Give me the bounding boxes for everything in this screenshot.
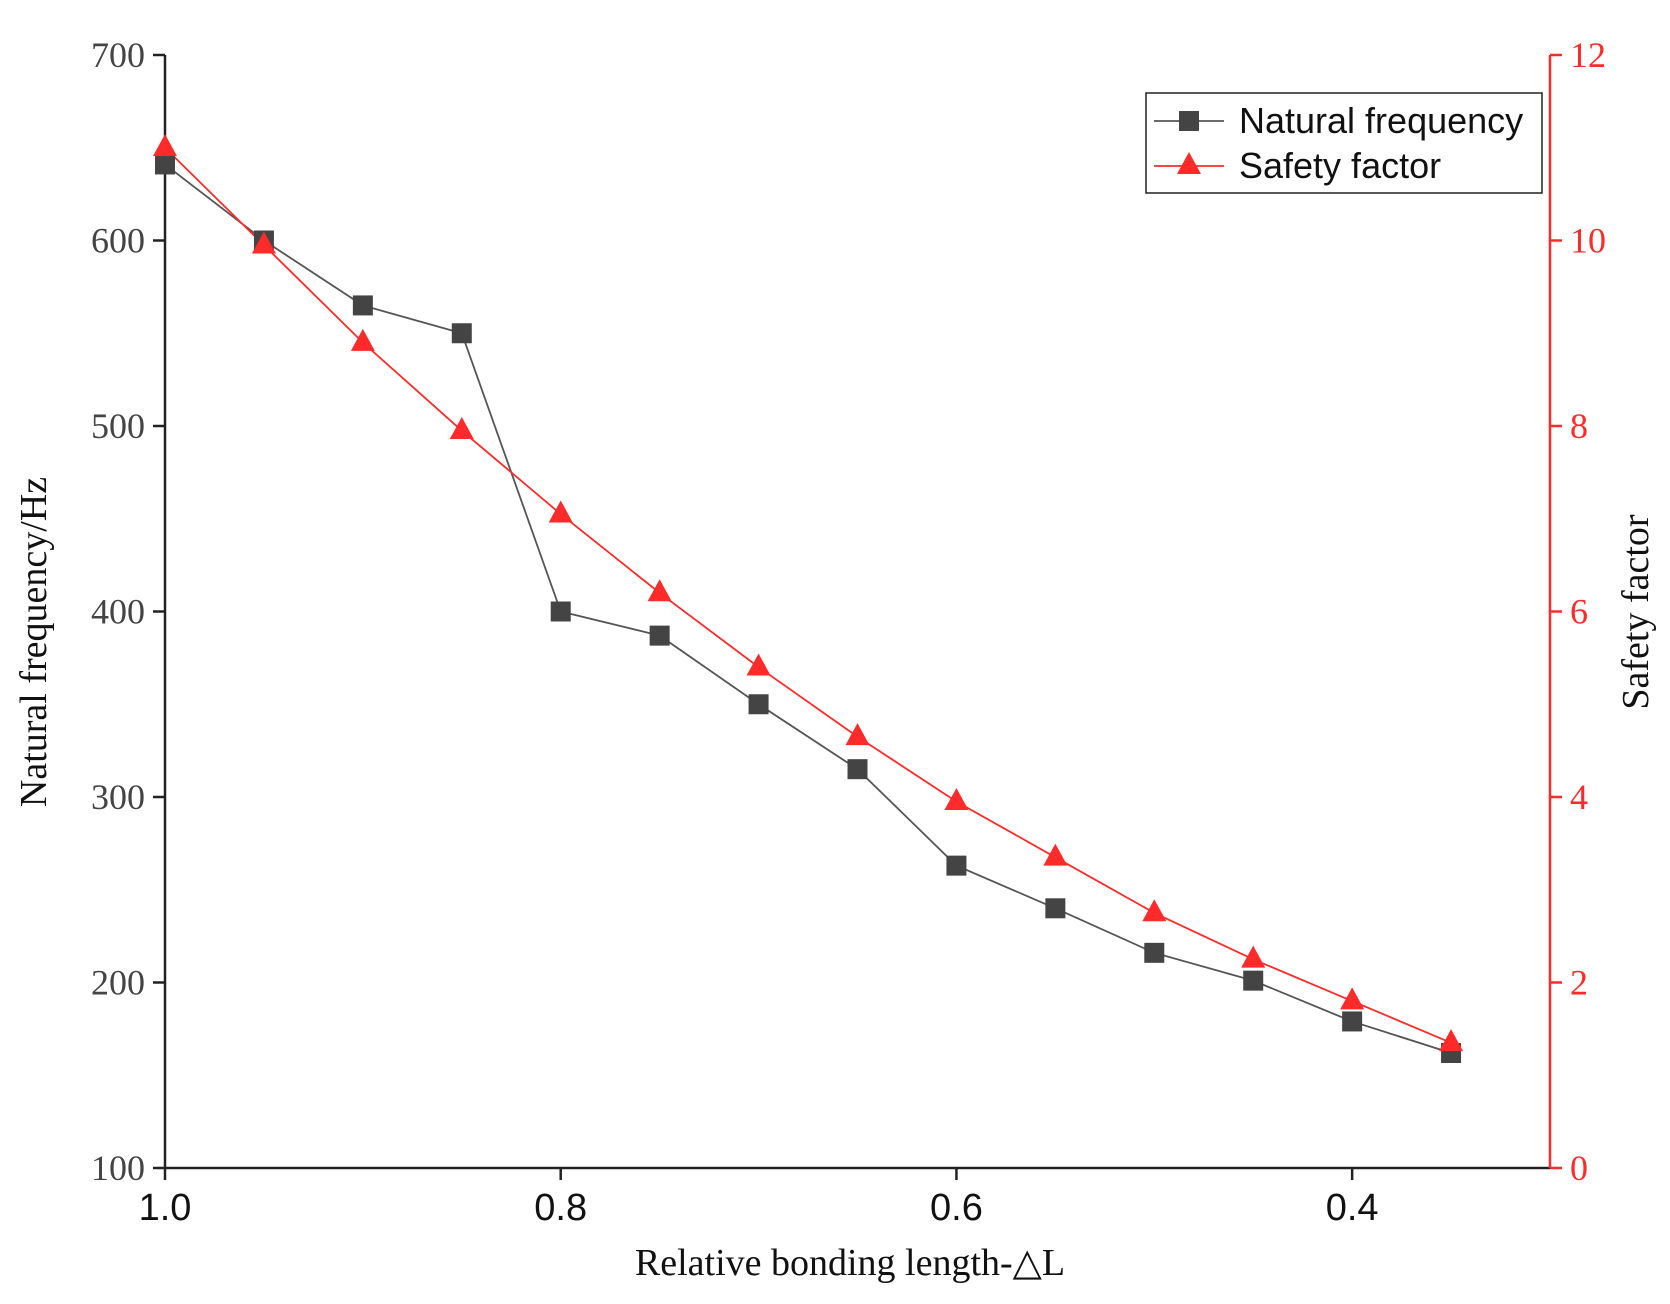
y2-tick-label: 0	[1570, 1148, 1588, 1188]
y-tick-label: 200	[91, 963, 145, 1003]
safety-factor-point	[746, 653, 771, 676]
natural-frequency-point	[1045, 898, 1066, 919]
y-tick-label: 300	[91, 777, 145, 817]
legend-label: Natural frequency	[1239, 100, 1523, 141]
natural-frequency-point	[946, 855, 967, 876]
x-tick-label: 0.8	[534, 1187, 587, 1229]
safety-factor-point	[1439, 1029, 1464, 1052]
y2-axis-title: Safety factor	[1615, 514, 1657, 710]
y-tick-label: 400	[91, 592, 145, 632]
plot-markers	[153, 134, 1464, 1063]
legend-square-marker	[1179, 111, 1199, 131]
y2-tick-label: 2	[1570, 963, 1588, 1003]
safety-factor-point	[1142, 899, 1167, 922]
legend-box	[1145, 92, 1543, 194]
y2-tick-label: 10	[1570, 221, 1606, 261]
y-tick-label: 600	[91, 221, 145, 261]
x-tick-label: 0.4	[1326, 1187, 1379, 1229]
x-tick-label: 0.6	[930, 1187, 983, 1229]
natural-frequency-point	[1243, 970, 1264, 991]
natural-frequency-point	[748, 694, 769, 715]
legend-label: Safety factor	[1239, 145, 1441, 186]
natural-frequency-point	[352, 295, 373, 316]
natural-frequency-point	[155, 154, 175, 175]
natural-frequency-point	[1342, 1011, 1363, 1032]
y2-tick-label: 6	[1570, 592, 1588, 632]
safety-factor-point	[1043, 843, 1068, 866]
y-axis-title: Natural frequency/Hz	[13, 477, 55, 807]
plot-lines	[164, 147, 1452, 1054]
x-tick-label: 1.0	[139, 1187, 192, 1229]
safety-factor-point	[548, 500, 573, 523]
y2-tick-label: 12	[1570, 35, 1606, 75]
safety-factor-point	[251, 231, 276, 254]
safety-factor-point	[350, 328, 375, 351]
y-tick-label: 500	[91, 406, 145, 446]
safety-factor-point	[1340, 987, 1365, 1010]
axes: 100 200 300 400 500 600 700 0 2 4 6 8 10 12 1.0 0.8 0.6 0…	[91, 35, 1606, 1229]
natural-frequency-point	[649, 625, 670, 646]
safety-factor-point	[647, 579, 672, 602]
safety-factor-point	[153, 134, 177, 157]
natural-frequency-point	[451, 323, 472, 344]
y-tick-label: 100	[91, 1148, 145, 1188]
y2-tick-label: 4	[1570, 777, 1588, 817]
safety-factor-point	[944, 787, 969, 810]
legend-triangle-marker	[1177, 152, 1201, 174]
x-axis-title: Relative bonding length-△L	[635, 1242, 1065, 1284]
safety-factor-point	[449, 416, 474, 439]
safety-factor-point	[845, 723, 870, 746]
y2-tick-label: 8	[1570, 406, 1588, 446]
series-line-natural-frequency	[164, 163, 1452, 1054]
safety-factor-point	[1241, 945, 1266, 968]
series-line-safety-factor	[164, 147, 1452, 1044]
natural-frequency-point	[1144, 942, 1165, 963]
natural-frequency-point	[550, 601, 571, 622]
natural-frequency-point	[847, 759, 868, 780]
y-tick-label: 700	[91, 35, 145, 75]
